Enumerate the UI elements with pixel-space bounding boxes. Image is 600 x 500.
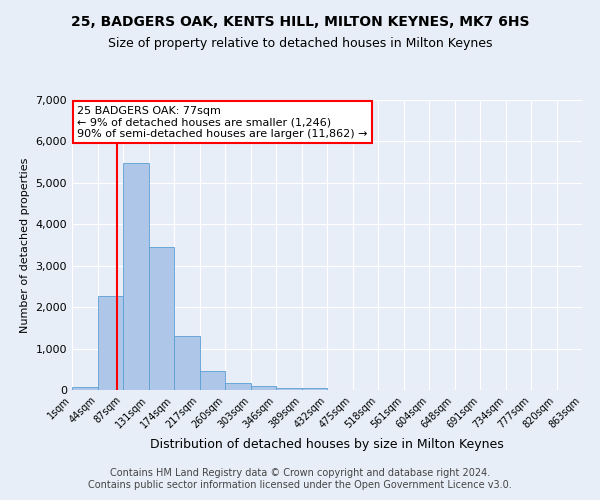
Text: 25 BADGERS OAK: 77sqm
← 9% of detached houses are smaller (1,246)
90% of semi-de: 25 BADGERS OAK: 77sqm ← 9% of detached h… (77, 106, 368, 139)
Text: 25, BADGERS OAK, KENTS HILL, MILTON KEYNES, MK7 6HS: 25, BADGERS OAK, KENTS HILL, MILTON KEYN… (71, 15, 529, 29)
Text: Size of property relative to detached houses in Milton Keynes: Size of property relative to detached ho… (108, 38, 492, 51)
Y-axis label: Number of detached properties: Number of detached properties (20, 158, 30, 332)
Bar (276, 388, 302, 390)
Bar (225, 384, 251, 390)
Bar (199, 370, 225, 390)
Bar (174, 336, 199, 390)
Bar (251, 386, 276, 390)
Bar (302, 388, 327, 390)
X-axis label: Distribution of detached houses by size in Milton Keynes: Distribution of detached houses by size … (150, 438, 504, 451)
Bar (97, 296, 123, 390)
Bar (123, 163, 149, 390)
Bar (149, 247, 174, 390)
Bar (72, 386, 97, 390)
Text: Contains HM Land Registry data © Crown copyright and database right 2024.
Contai: Contains HM Land Registry data © Crown c… (88, 468, 512, 490)
